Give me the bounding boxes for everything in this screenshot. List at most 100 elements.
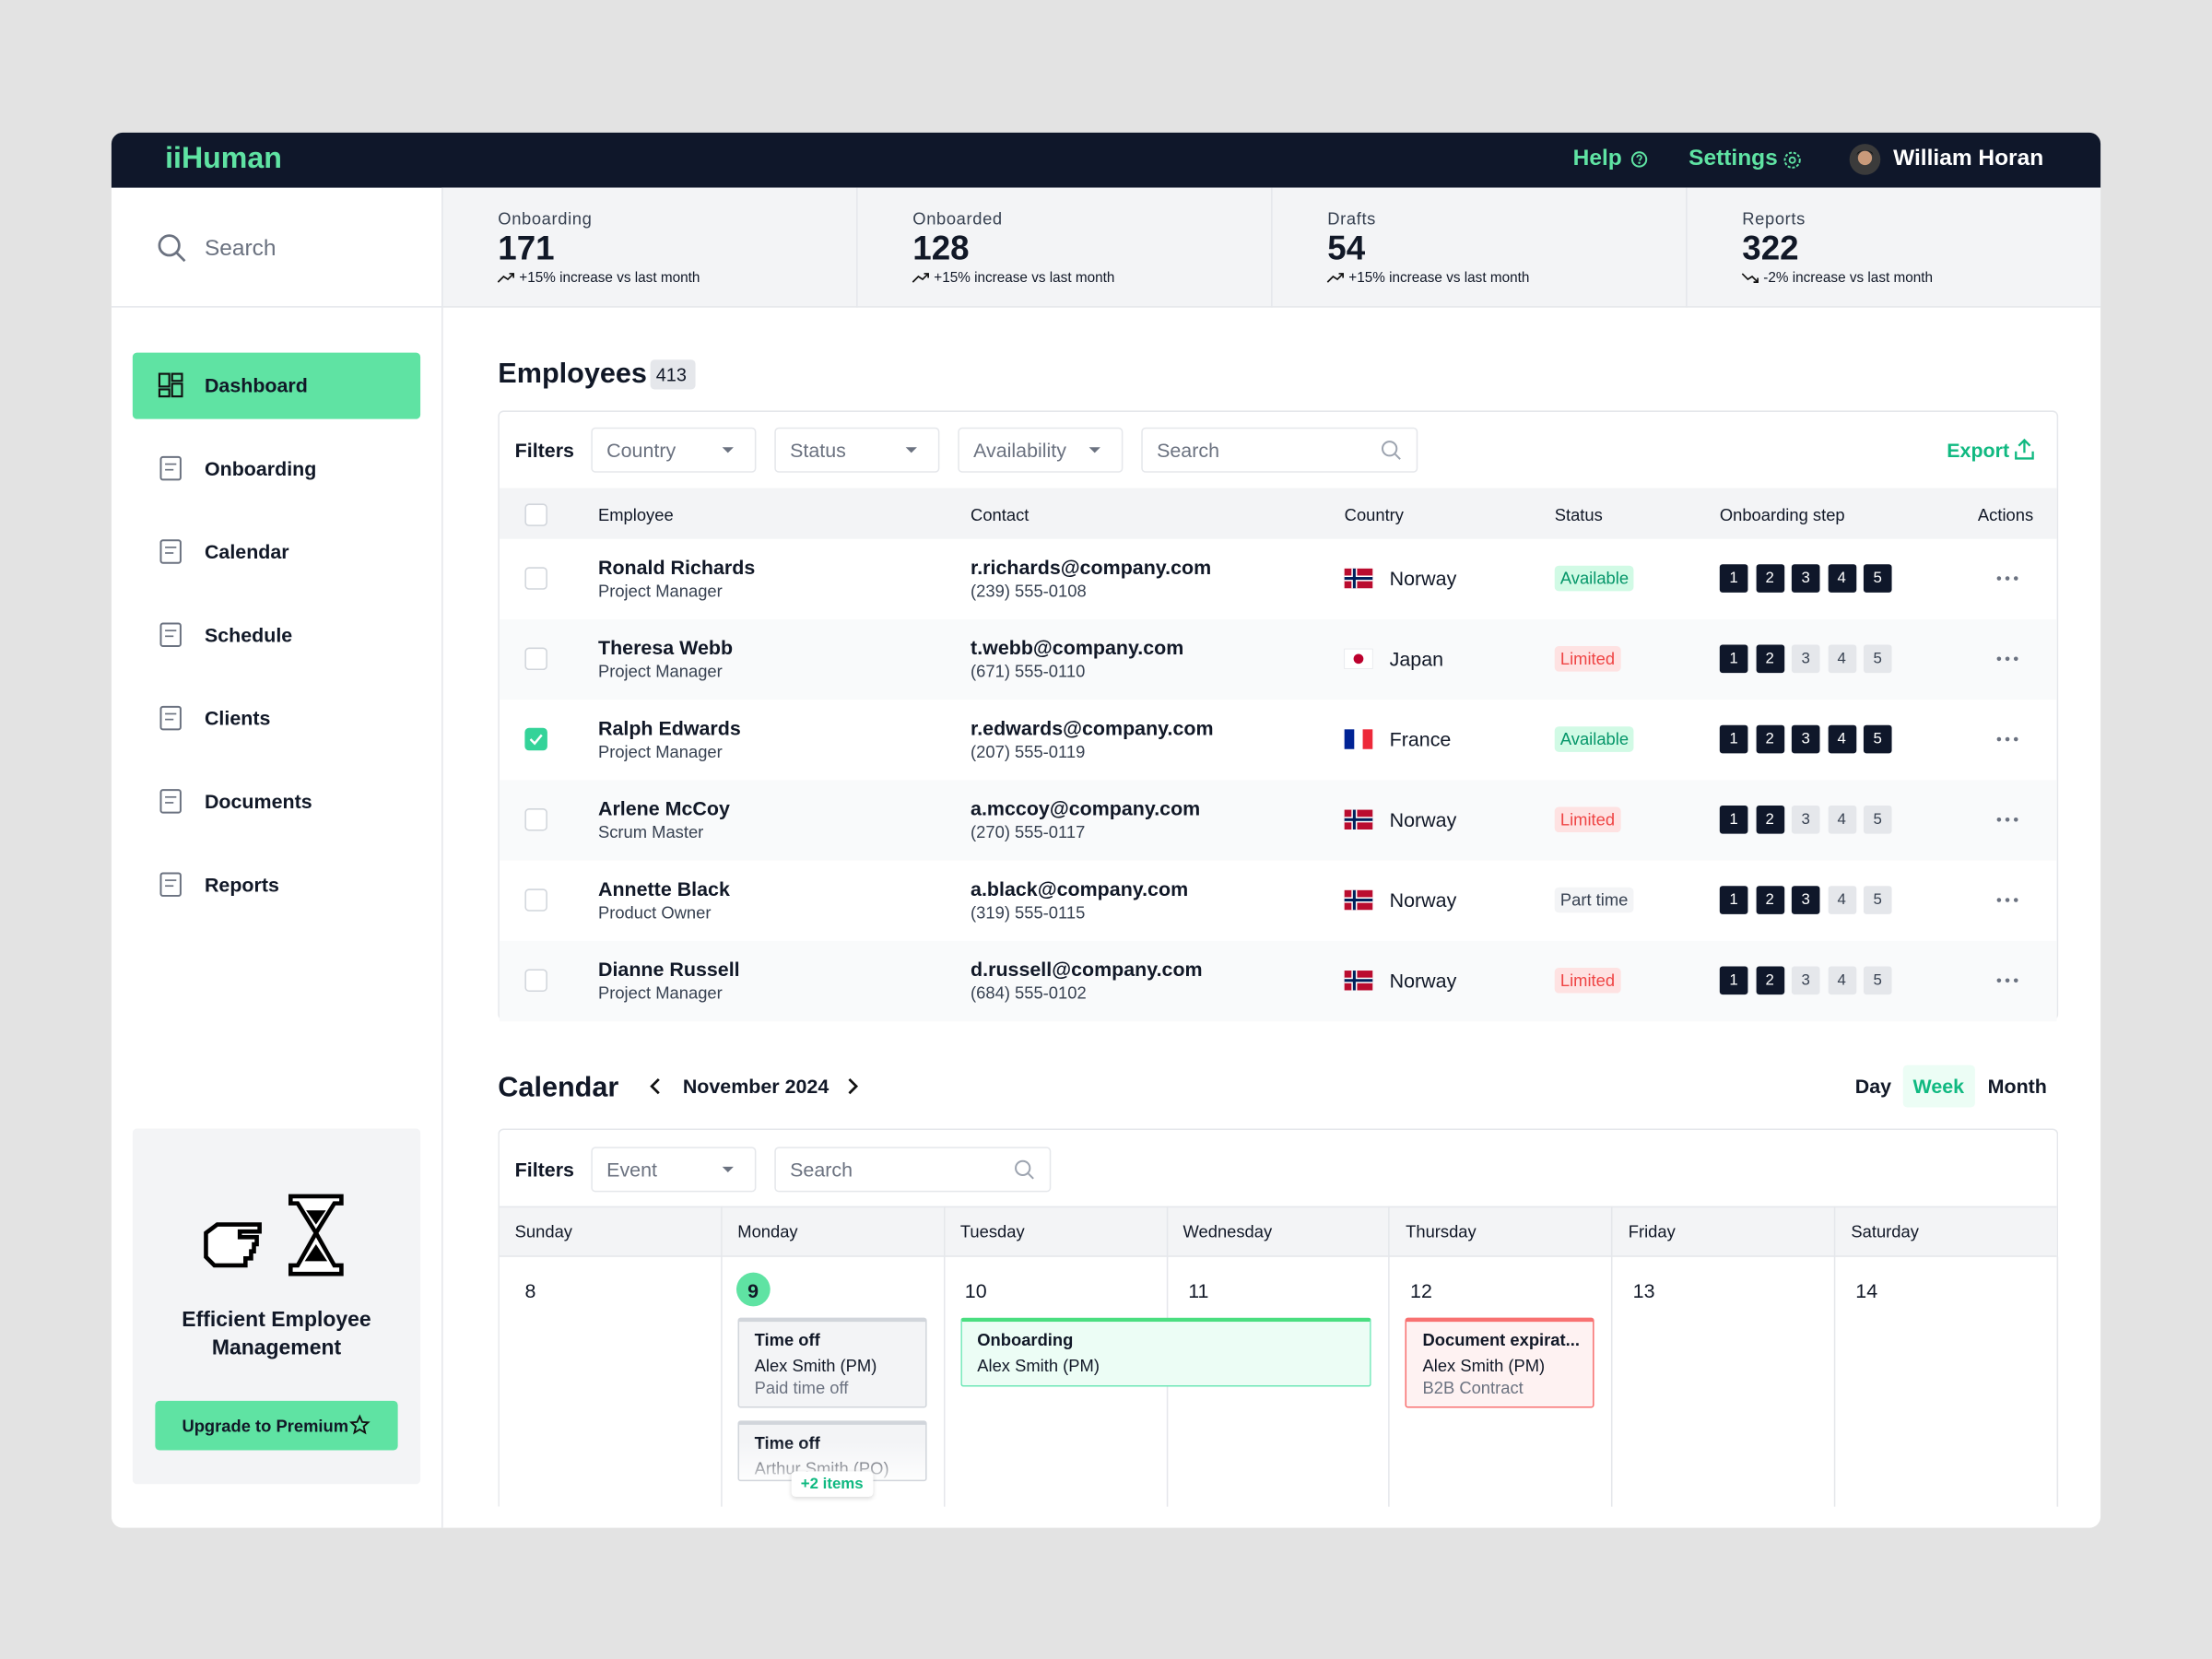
dropdown[interactable] [774, 427, 940, 473]
dropdown[interactable] [591, 1147, 757, 1193]
day-name: Sunday [514, 1221, 572, 1241]
view-toggle[interactable]: Week [1912, 1075, 1965, 1098]
month-label: November 2024 [682, 1075, 830, 1098]
event-card[interactable]: Time off Alex Smith (PM) Paid time off [737, 1317, 927, 1408]
user-name[interactable]: William Horan [1893, 147, 2044, 171]
flag-part [1344, 898, 1373, 902]
nav-icon-part [159, 705, 182, 731]
nav-icon [159, 622, 182, 648]
flag-part [1344, 729, 1355, 749]
top-bar [111, 132, 2101, 188]
settings-link[interactable]: Settings [1688, 147, 1778, 171]
search-placeholder[interactable]: Search [1157, 439, 1219, 462]
dropdown[interactable] [591, 427, 757, 473]
trend-icon [1326, 273, 1344, 283]
flag-part [1344, 818, 1373, 821]
dropdown-label[interactable]: Availability [973, 439, 1066, 462]
view-toggle[interactable]: Month [1987, 1075, 2047, 1098]
dropdown-label[interactable]: Status [790, 439, 846, 462]
stat-value: 128 [912, 229, 970, 268]
row-actions-part [1996, 656, 2002, 662]
export-icon-part [2018, 438, 2031, 447]
step: 1 [1719, 644, 1748, 674]
step: 2 [1755, 564, 1784, 593]
employee-email: a.black@company.com [971, 877, 1189, 900]
step: 3 [1791, 886, 1820, 914]
row-bg [499, 780, 2057, 861]
check-mark-part [529, 734, 543, 746]
row-checkbox[interactable] [524, 808, 547, 831]
step: 5 [1863, 564, 1892, 593]
trend-icon-part [1741, 273, 1759, 283]
count-badge [650, 359, 696, 390]
row-checkbox[interactable] [524, 647, 547, 671]
view-toggle[interactable]: Day [1854, 1075, 1892, 1098]
export-button[interactable]: Export [1947, 439, 2010, 462]
dropdown[interactable] [958, 427, 1124, 473]
status-pill: Limited [1554, 806, 1621, 833]
sidebar-search[interactable]: Search [204, 237, 276, 262]
nav-item[interactable]: Dashboard [204, 373, 308, 397]
logo: iiHuman [165, 142, 282, 175]
row-actions-part [2005, 817, 2010, 822]
event-card[interactable]: Onboarding Alex Smith (PM) [959, 1317, 1372, 1387]
nav-icon [159, 872, 182, 897]
help-link[interactable]: Help [1572, 147, 1622, 171]
row-actions-part [2013, 898, 2018, 902]
header-checkbox[interactable] [524, 503, 547, 526]
day-divider [1388, 1206, 1391, 1507]
nav-active [132, 352, 421, 419]
search-icon-part [1028, 1172, 1034, 1180]
promo-button-label[interactable]: Upgrade to Premium [182, 1416, 349, 1437]
help-icon-part [1636, 154, 1642, 161]
filters-label: Filters [514, 1158, 574, 1182]
event-title: Onboarding [977, 1330, 1074, 1350]
stat-change: +15% increase vs last month [934, 270, 1115, 287]
row-actions-part [1996, 817, 2002, 822]
promo-button[interactable] [155, 1400, 398, 1451]
step: 2 [1755, 886, 1784, 914]
search-icon [158, 234, 186, 263]
export-icon [2015, 438, 2034, 460]
flag-part [1353, 653, 1364, 665]
employee-role: Project Manager [597, 742, 723, 762]
row-actions [1996, 817, 2018, 822]
sidebar-divider [441, 187, 443, 1528]
step: 5 [1863, 886, 1892, 914]
employee-email: d.russell@company.com [971, 958, 1203, 981]
step: 3 [1791, 724, 1820, 754]
employee-email: r.edwards@company.com [971, 716, 1214, 740]
search-box[interactable] [774, 1147, 1052, 1193]
nav-item[interactable]: Calendar [204, 540, 289, 563]
star-icon [348, 1414, 371, 1435]
row-actions [1996, 898, 2018, 902]
row-checkbox[interactable] [524, 888, 547, 912]
row-actions-part [2013, 736, 2018, 742]
step: 4 [1827, 966, 1856, 995]
status-pill: Part time [1554, 887, 1634, 913]
row-checkbox[interactable] [524, 727, 547, 751]
search-box[interactable] [1141, 427, 1418, 473]
event-title: Time off [754, 1330, 820, 1350]
dropdown-label[interactable]: Event [606, 1158, 657, 1182]
search-icon-part [1382, 441, 1398, 457]
nav-item[interactable]: Documents [204, 790, 312, 813]
search-icon-part [1015, 1159, 1031, 1176]
settings-icon [1783, 151, 1801, 169]
dropdown-label[interactable]: Country [606, 439, 677, 462]
search-placeholder[interactable]: Search [790, 1158, 853, 1182]
nav-item[interactable]: Reports [204, 873, 279, 896]
more-items[interactable]: +2 items [791, 1471, 874, 1497]
nav-item[interactable]: Onboarding [204, 456, 317, 480]
trend-icon [1741, 273, 1759, 283]
employee-country: Japan [1389, 647, 1444, 671]
row-checkbox[interactable] [524, 969, 547, 993]
nav-icon [159, 455, 182, 481]
nav-item[interactable]: Schedule [204, 623, 293, 647]
flag [1344, 809, 1373, 830]
nav-item[interactable]: Clients [204, 706, 271, 730]
event-card[interactable]: Document expirat... Alex Smith (PM) B2B Co… [1406, 1317, 1594, 1408]
day-date: 8 [524, 1279, 536, 1302]
row-actions-part [2013, 656, 2018, 662]
row-checkbox[interactable] [524, 567, 547, 590]
